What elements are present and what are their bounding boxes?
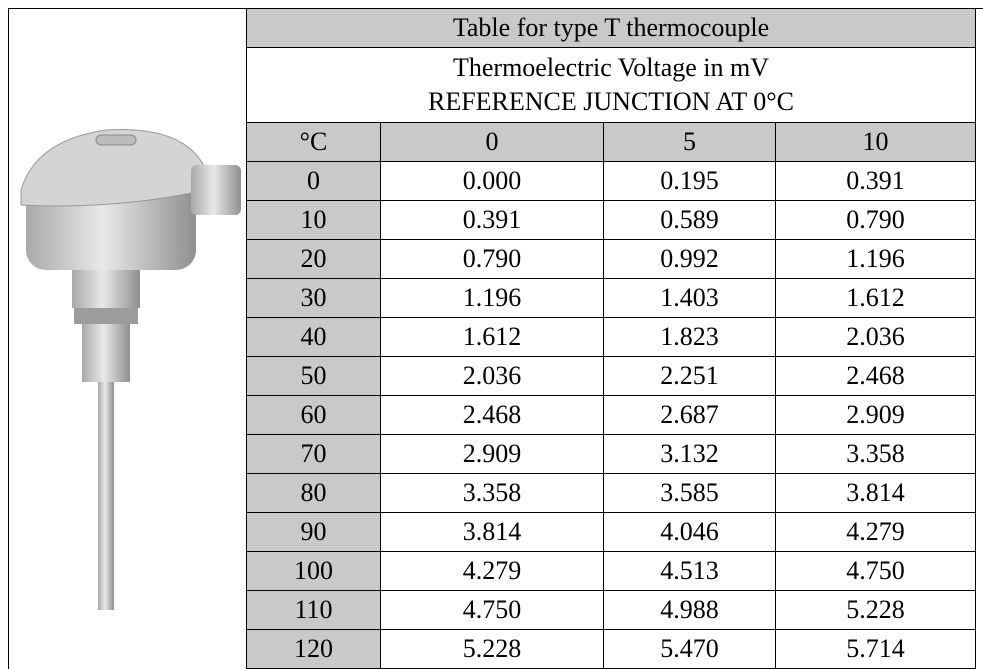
voltage-cell: 2.036 <box>381 357 604 396</box>
voltage-cell: 1.612 <box>776 279 976 318</box>
voltage-cell: 2.251 <box>604 357 776 396</box>
header-cell: °C <box>247 123 381 162</box>
temp-cell: 40 <box>247 318 381 357</box>
voltage-cell: 3.358 <box>776 435 976 474</box>
nut <box>74 306 138 324</box>
voltage-cell: 1.612 <box>381 318 604 357</box>
voltage-cell: 2.687 <box>604 396 776 435</box>
temp-cell: 30 <box>247 279 381 318</box>
voltage-cell: 3.585 <box>604 474 776 513</box>
voltage-cell: 1.196 <box>381 279 604 318</box>
thread <box>82 320 130 382</box>
temp-cell: 100 <box>247 552 381 591</box>
voltage-cell: 4.750 <box>776 552 976 591</box>
voltage-cell: 0.195 <box>604 162 776 201</box>
screw <box>96 135 136 145</box>
voltage-cell: 3.814 <box>381 513 604 552</box>
header-cell: 0 <box>381 123 604 162</box>
page: Table for type T thermocoupleThermoelect… <box>0 0 983 669</box>
voltage-cell: 3.358 <box>381 474 604 513</box>
thermocouple-photo <box>16 110 246 630</box>
voltage-cell: 2.036 <box>776 318 976 357</box>
temp-cell: 60 <box>247 396 381 435</box>
voltage-cell: 1.823 <box>604 318 776 357</box>
voltage-cell: 5.714 <box>776 630 976 669</box>
voltage-cell: 0.589 <box>604 201 776 240</box>
voltage-cell: 3.132 <box>604 435 776 474</box>
voltage-cell: 4.513 <box>604 552 776 591</box>
voltage-cell: 2.468 <box>381 396 604 435</box>
voltage-cell: 0.992 <box>604 240 776 279</box>
voltage-cell: 0.391 <box>776 162 976 201</box>
temp-cell: 70 <box>247 435 381 474</box>
temp-cell: 110 <box>247 591 381 630</box>
voltage-cell: 4.279 <box>381 552 604 591</box>
voltage-cell: 1.196 <box>776 240 976 279</box>
temp-cell: 90 <box>247 513 381 552</box>
table-title: Table for type T thermocouple <box>247 9 976 48</box>
subtitle-line: REFERENCE JUNCTION AT 0°C <box>247 85 975 119</box>
temp-cell: 50 <box>247 357 381 396</box>
cable-gland <box>191 165 241 215</box>
probe-stem <box>98 380 114 610</box>
temp-cell: 0 <box>247 162 381 201</box>
voltage-cell: 3.814 <box>776 474 976 513</box>
voltage-cell: 4.279 <box>776 513 976 552</box>
voltage-cell: 2.909 <box>381 435 604 474</box>
temp-cell: 80 <box>247 474 381 513</box>
voltage-cell: 0.391 <box>381 201 604 240</box>
voltage-cell: 0.000 <box>381 162 604 201</box>
voltage-cell: 0.790 <box>776 201 976 240</box>
voltage-cell: 4.046 <box>604 513 776 552</box>
header-cell: 10 <box>776 123 976 162</box>
voltage-cell: 1.403 <box>604 279 776 318</box>
voltage-cell: 5.228 <box>381 630 604 669</box>
voltage-cell: 0.790 <box>381 240 604 279</box>
voltage-cell: 5.228 <box>776 591 976 630</box>
voltage-cell: 4.750 <box>381 591 604 630</box>
temp-cell: 20 <box>247 240 381 279</box>
voltage-cell: 2.468 <box>776 357 976 396</box>
title-row: Table for type T thermocouple <box>247 9 976 48</box>
temp-cell: 10 <box>247 201 381 240</box>
voltage-cell: 4.988 <box>604 591 776 630</box>
subtitle-line: Thermoelectric Voltage in mV <box>247 51 975 85</box>
voltage-cell: 2.909 <box>776 396 976 435</box>
temp-cell: 120 <box>247 630 381 669</box>
header-cell: 5 <box>604 123 776 162</box>
voltage-cell: 5.470 <box>604 630 776 669</box>
